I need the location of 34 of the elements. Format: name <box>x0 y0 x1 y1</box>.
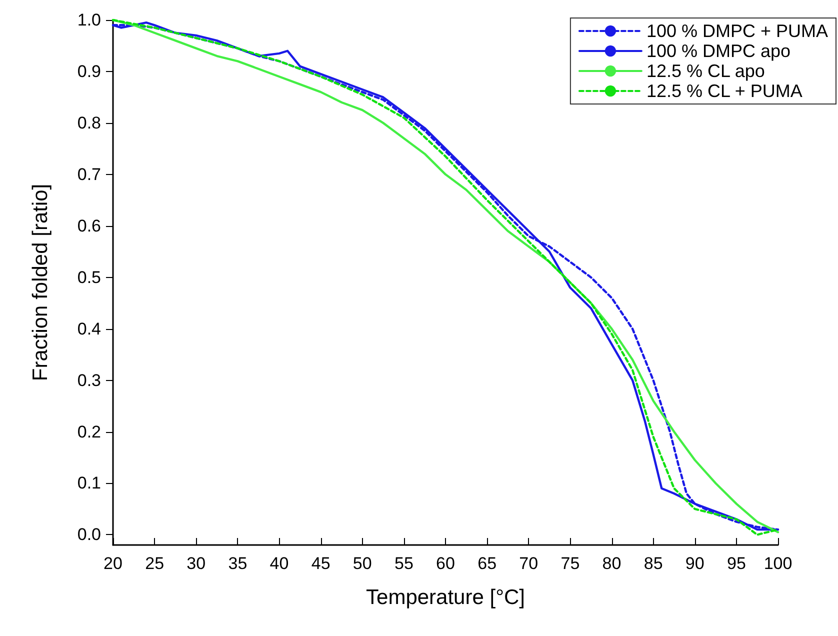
legend-label: 12.5 % CL apo <box>646 61 765 81</box>
x-tick-label: 100 <box>764 554 792 573</box>
legend-label: 100 % DMPC + PUMA <box>646 21 828 41</box>
x-axis-title: Temperature [°C] <box>366 586 525 609</box>
x-tick-label: 80 <box>602 554 622 573</box>
y-tick-label: 0.4 <box>77 319 101 338</box>
y-tick-label: 0.2 <box>77 422 101 442</box>
x-tick-label: 85 <box>644 554 663 573</box>
y-tick-label: 0.0 <box>77 525 101 544</box>
x-tick-label: 65 <box>478 554 497 573</box>
y-tick-label: 0.6 <box>77 216 101 236</box>
legend-label: 12.5 % CL + PUMA <box>646 81 802 101</box>
y-tick-label: 1.0 <box>77 10 101 30</box>
x-tick-label: 95 <box>726 554 746 573</box>
y-tick-label: 0.8 <box>77 113 101 132</box>
x-tick-label: 25 <box>145 554 164 573</box>
y-tick-label: 0.1 <box>77 474 101 493</box>
x-tick-label: 35 <box>228 554 248 573</box>
x-tick-label: 40 <box>270 554 289 573</box>
y-tick-label: 0.3 <box>77 370 101 390</box>
x-tick-label: 55 <box>394 554 414 573</box>
y-tick-label: 0.9 <box>77 62 101 81</box>
y-axis-title: Fraction folded [ratio] <box>29 184 52 382</box>
x-tick-label: 45 <box>311 554 330 573</box>
legend-label: 100 % DMPC apo <box>646 41 791 61</box>
x-tick-label: 60 <box>436 554 455 573</box>
x-tick-label: 20 <box>104 554 122 573</box>
y-tick-label: 0.5 <box>77 268 101 287</box>
x-tick-label: 75 <box>560 554 580 573</box>
y-tick-label: 0.7 <box>77 164 101 184</box>
x-tick-label: 90 <box>685 554 704 573</box>
x-tick-label: 30 <box>186 554 206 573</box>
x-tick-label: 70 <box>519 554 538 573</box>
x-tick-label: 50 <box>352 554 372 573</box>
